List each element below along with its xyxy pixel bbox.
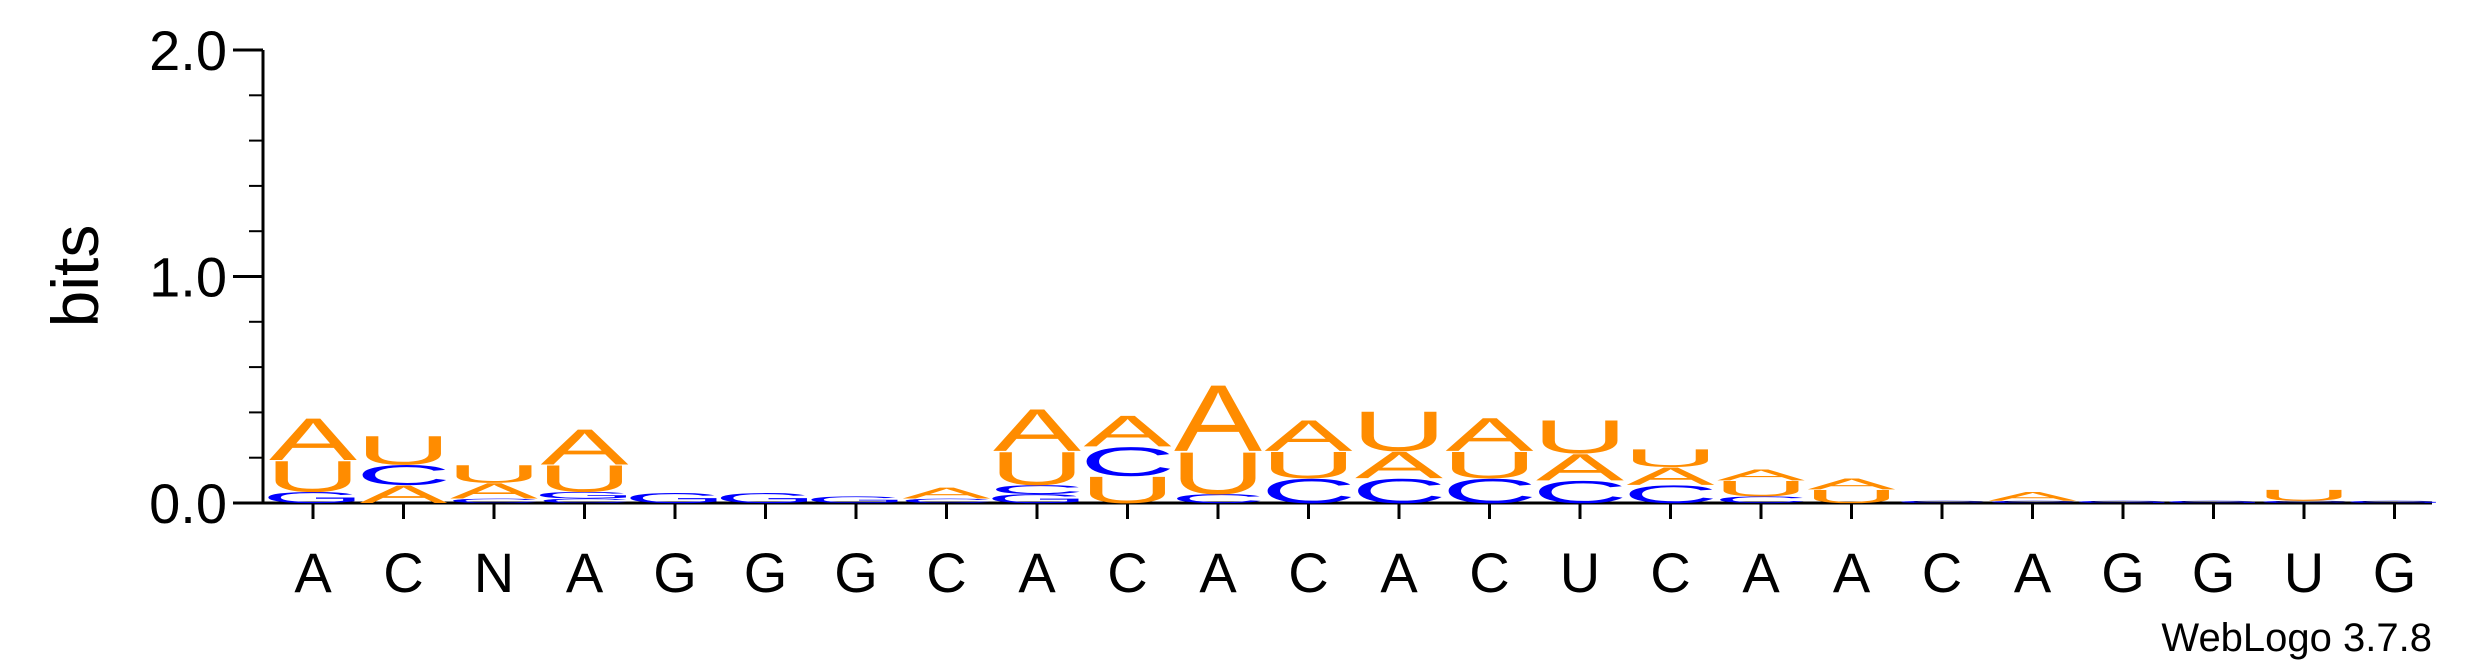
logo-glyph-u: U: [1351, 399, 1446, 463]
x-tick-label: G: [2373, 541, 2417, 604]
logo-glyph-a: A: [1717, 466, 1805, 484]
x-tick-label: A: [566, 541, 604, 604]
logo-glyph-u: U: [356, 427, 451, 473]
logo-glyph-a: A: [450, 479, 538, 504]
x-tick-label: A: [2014, 541, 2052, 604]
logo-glyph-g: G: [2343, 500, 2446, 504]
y-tick-label: 2.0: [149, 19, 227, 82]
logo-glyph-u: U: [1804, 486, 1899, 507]
x-tick-label: A: [1018, 541, 1056, 604]
x-tick-label: A: [1833, 541, 1871, 604]
x-tick-label: C: [1469, 541, 1509, 604]
y-tick-label: 0.0: [149, 472, 227, 535]
logo-glyph-u: U: [446, 460, 541, 488]
logo-glyph-u: U: [2256, 486, 2351, 504]
x-tick-label: U: [1560, 541, 1600, 604]
logo-glyph-g: G: [624, 490, 727, 506]
x-tick-label: A: [1380, 541, 1418, 604]
logo-glyph-a: A: [1174, 366, 1262, 472]
x-tick-label: U: [2284, 541, 2324, 604]
logo-glyph-a: A: [1536, 446, 1624, 489]
logo-glyph-g: G: [714, 490, 817, 506]
logo-glyph-c: C: [1351, 472, 1446, 511]
logo-glyph-c: C: [1170, 492, 1265, 506]
weblogo-credit: WebLogo 3.7.8: [2161, 616, 2432, 660]
logo-glyph-c: C: [537, 497, 632, 504]
x-tick-label: G: [2192, 541, 2236, 604]
logo-glyph-u: U: [537, 457, 632, 500]
x-tick-label: C: [1650, 541, 1690, 604]
logo-glyph-u: U: [1170, 439, 1265, 506]
logo-glyph-u: U: [1623, 444, 1718, 472]
logo-glyph-c: C: [1623, 480, 1718, 508]
logo-glyph-g: G: [533, 490, 636, 501]
x-tick-label: G: [744, 541, 788, 604]
logo-glyph-g: G: [262, 489, 365, 507]
logo-glyph-c: C: [1894, 500, 1989, 504]
logo-glyph-c: C: [446, 497, 541, 504]
logo-glyph-a: A: [1989, 489, 2078, 503]
logo-glyph-u: U: [265, 452, 360, 502]
logo-stacks: GUAACUCAUCGUAGGGCAGCUAUCACUACUACAUCUACAU…: [262, 366, 2446, 511]
logo-glyph-g: G: [2072, 500, 2175, 504]
x-tick-label: A: [294, 541, 332, 604]
x-tick-label: N: [474, 541, 514, 604]
logo-glyph-u: U: [1713, 476, 1808, 501]
logo-glyph-c: C: [1985, 500, 2080, 504]
logo-glyph-g: G: [986, 492, 1089, 506]
x-tick-label: A: [1199, 541, 1237, 604]
logo-glyph-g: G: [2162, 500, 2265, 504]
x-tick-label: A: [1742, 541, 1780, 604]
logo-glyph-a: A: [1355, 444, 1443, 487]
logo-glyph-a: A: [1264, 411, 1352, 461]
logo-glyph-c: C: [356, 460, 451, 492]
logo-glyph-u: U: [989, 442, 1084, 495]
x-tick-label: G: [2101, 541, 2145, 604]
logo-glyph-c: C: [1442, 472, 1537, 511]
logo-glyph-a: A: [1627, 462, 1716, 490]
logo-glyph-a: A: [903, 484, 991, 502]
logo-glyph-u: U: [1261, 444, 1356, 487]
logo-glyph-a: A: [1083, 406, 1171, 456]
x-tick-label: C: [1922, 541, 1962, 604]
logo-glyph-c: C: [1261, 472, 1356, 511]
logo-glyph-a: A: [360, 480, 449, 508]
y-axis-label: bits: [38, 225, 112, 328]
x-tick-label: C: [1288, 541, 1328, 604]
logo-glyph-c: C: [989, 482, 1084, 496]
logo-glyph-a: A: [1808, 475, 1896, 493]
logo-glyph-a: A: [1446, 408, 1534, 461]
logo-glyph-a: A: [993, 396, 1082, 463]
logo-glyph-a: A: [541, 419, 629, 475]
x-tick-label: C: [926, 541, 966, 604]
y-tick-label: 1.0: [149, 246, 227, 309]
logo-glyph-a: A: [269, 405, 358, 472]
logo-glyph-c: C: [899, 497, 994, 504]
logo-glyph-c: C: [1080, 439, 1175, 485]
x-tick-label: C: [1107, 541, 1147, 604]
x-tick-label: G: [653, 541, 697, 604]
x-tick-label: G: [834, 541, 878, 604]
logo-glyph-u: U: [1080, 469, 1175, 512]
logo-glyph-c: C: [1532, 475, 1627, 510]
logo-glyph-c: C: [2256, 500, 2351, 504]
logo-glyph-g: G: [805, 494, 908, 505]
logo-glyph-u: U: [1442, 444, 1537, 487]
y-ticks: 0.0 1.0 2.0: [149, 19, 263, 535]
logo-glyph-c: C: [1713, 494, 1808, 505]
logo-glyph-u: U: [1532, 411, 1627, 464]
x-tick-label: C: [383, 541, 423, 604]
